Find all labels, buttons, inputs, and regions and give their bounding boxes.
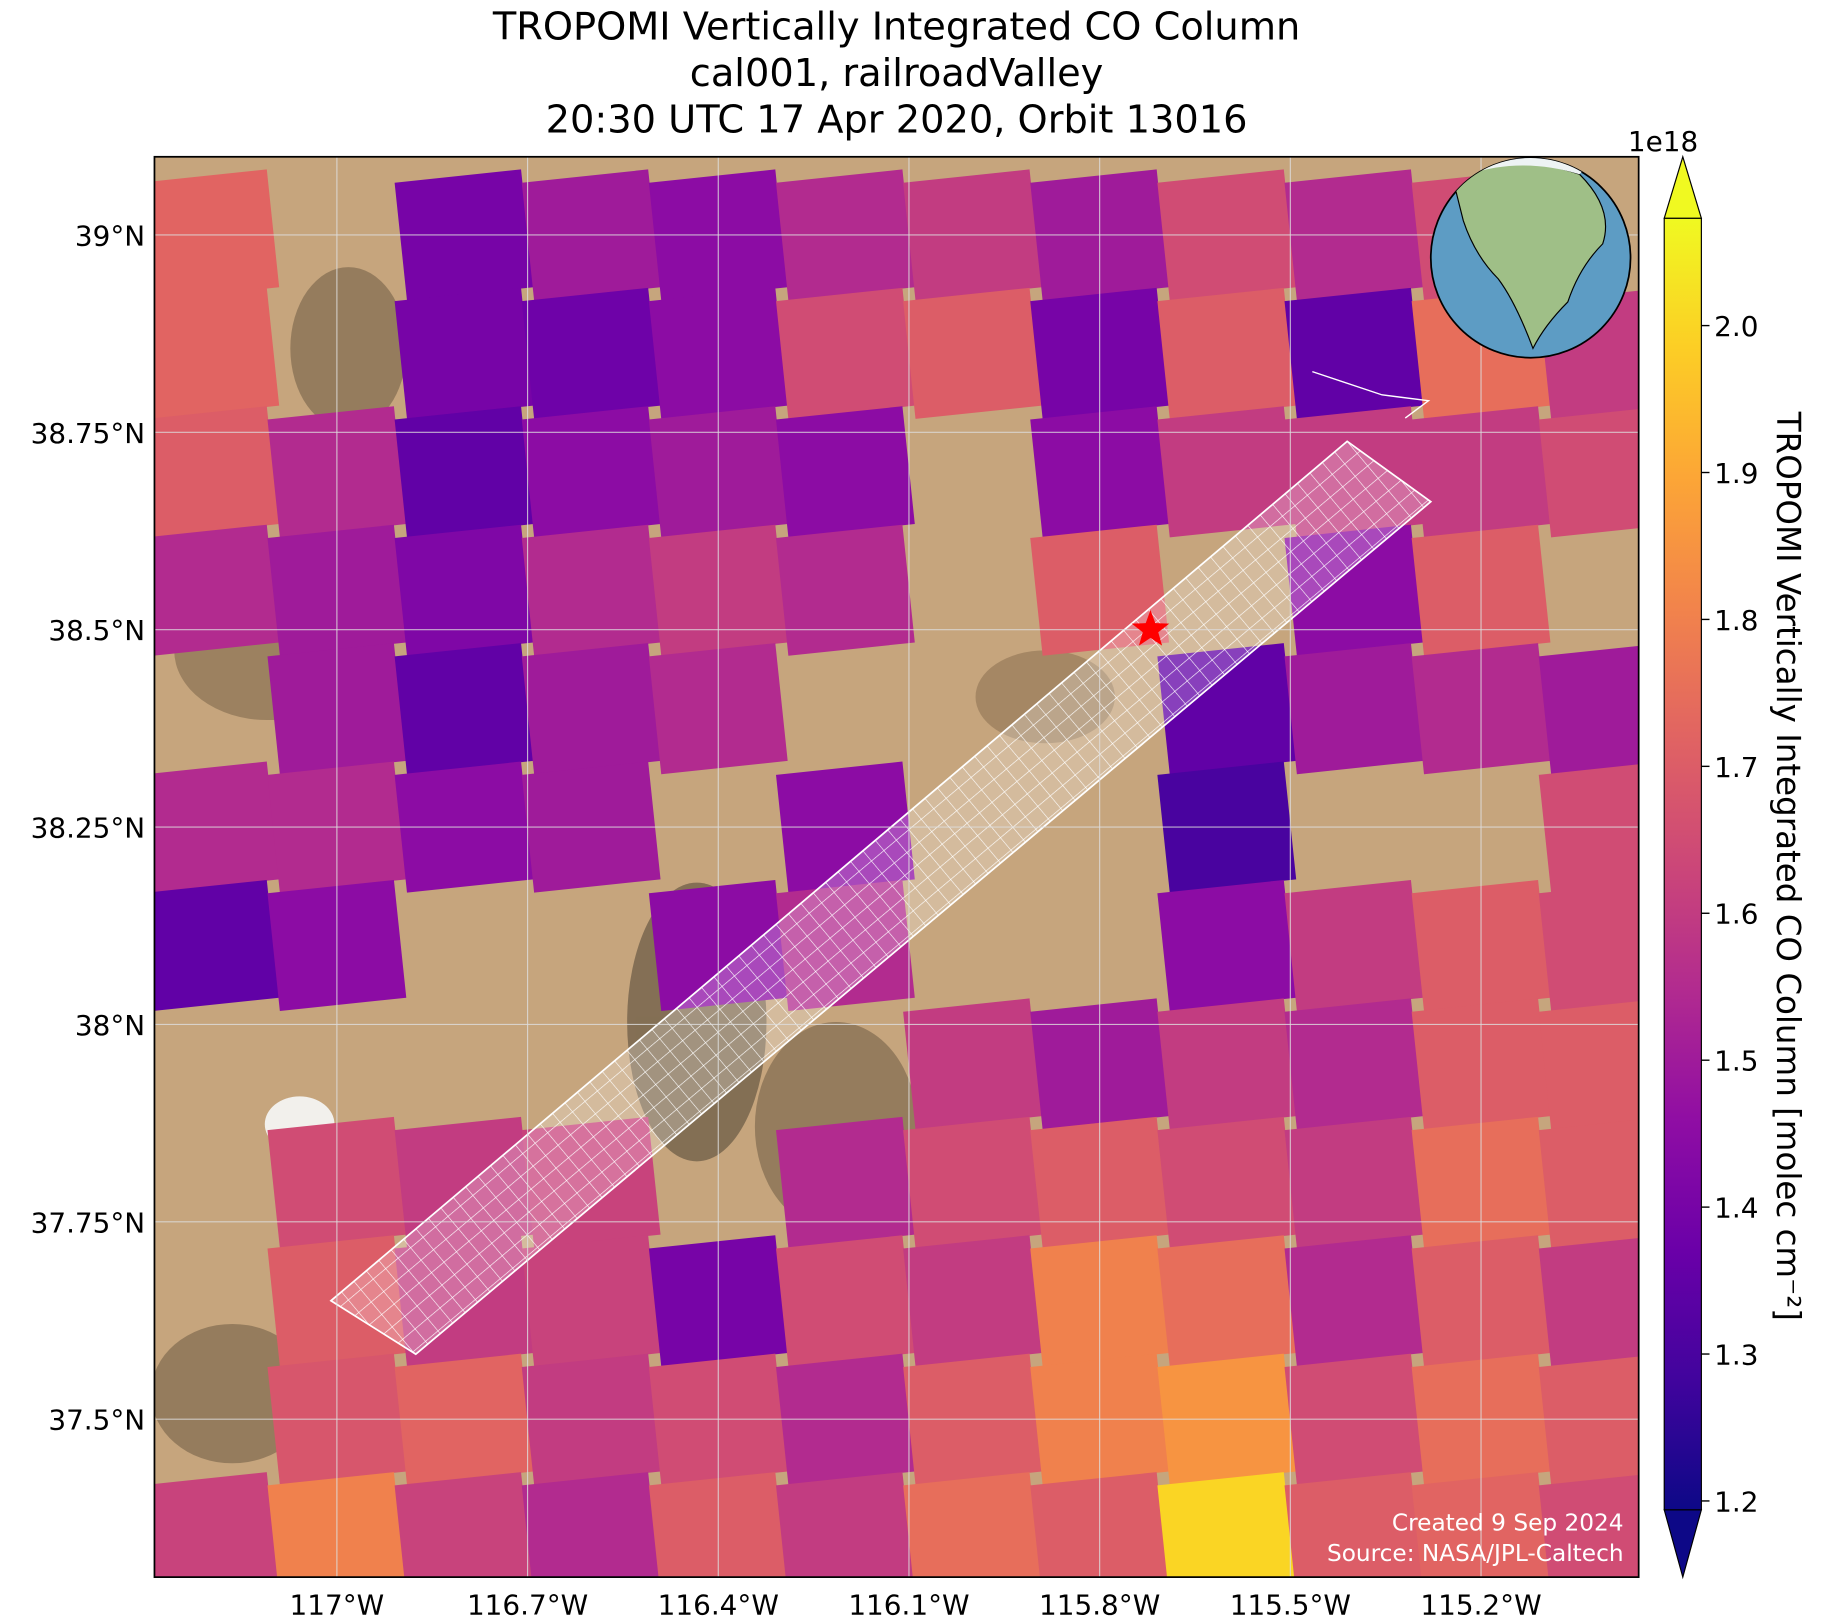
co-tile	[521, 1235, 661, 1367]
co-tile	[775, 1116, 915, 1248]
colorbar-tick-label: 1.8	[1714, 604, 1758, 637]
co-tile	[775, 287, 915, 419]
x-tick-label: 115.5°W	[1230, 1588, 1351, 1621]
co-tile	[1157, 1235, 1297, 1367]
footprint-outline	[1312, 370, 1431, 419]
y-tick-label: 38.5°N	[48, 614, 145, 647]
colorbar-tick-label: 1.3	[1714, 1338, 1758, 1371]
title-line: TROPOMI Vertically Integrated CO Column	[492, 4, 1301, 49]
co-tile	[775, 1235, 915, 1367]
colorbar-tick-label: 1.2	[1714, 1485, 1758, 1518]
colorbar-offset: 1e18	[1628, 125, 1698, 158]
co-tile	[154, 1472, 280, 1578]
title-line: cal001, railroadValley	[690, 51, 1104, 96]
y-tick-label: 39°N	[75, 219, 145, 252]
co-tile	[521, 406, 661, 538]
co-tile	[154, 406, 280, 538]
co-tile	[1538, 1235, 1639, 1367]
colorbar-label: TROPOMI Vertically Integrated CO Column …	[1769, 411, 1807, 1321]
co-tile	[1284, 643, 1424, 775]
co-tile	[903, 998, 1042, 1130]
globe-inset	[1429, 157, 1632, 359]
map-frame	[153, 155, 1640, 1578]
colorbar-tick-label: 1.6	[1714, 898, 1758, 931]
site-marker	[1131, 609, 1170, 646]
co-tile	[1538, 1472, 1639, 1578]
co-tile	[1157, 998, 1297, 1130]
co-tile	[521, 643, 661, 775]
co-tile	[394, 643, 534, 775]
co-tile	[521, 287, 661, 419]
co-tile	[1538, 1116, 1639, 1248]
co-tile	[394, 406, 534, 538]
co-tile	[1284, 1472, 1424, 1578]
credit: Created 9 Sep 2024	[1392, 1510, 1624, 1537]
colorbar-extend	[1663, 1509, 1703, 1580]
co-tile	[1157, 879, 1297, 1012]
co-tile	[1157, 1116, 1297, 1248]
co-tile	[521, 524, 661, 656]
colorbar-tick-label: 1.5	[1714, 1045, 1758, 1078]
co-tile	[903, 287, 1042, 419]
co-tile	[903, 1472, 1042, 1578]
co-tile	[1284, 879, 1424, 1012]
co-tile	[1284, 1235, 1424, 1367]
x-tick-label: 116.4°W	[658, 1588, 779, 1621]
colorbar-tick-label: 1.4	[1714, 1192, 1758, 1225]
x-tick-label: 115.8°W	[1039, 1588, 1160, 1621]
co-tile	[903, 1235, 1042, 1367]
co-tile	[394, 287, 534, 419]
co-tile	[775, 406, 915, 538]
colorbar: 1e18 TROPOMI Vertically Integrated CO Co…	[1628, 125, 1807, 1580]
colorbar-tick-label: 1.9	[1714, 457, 1758, 490]
x-tick-label: 115.2°W	[1420, 1588, 1541, 1621]
co-tile	[1538, 879, 1639, 1012]
co-tile	[1284, 287, 1424, 419]
credit: Source: NASA/JPL-Caltech	[1327, 1540, 1624, 1567]
co-tile	[1157, 1472, 1297, 1578]
x-tick-label: 116.1°W	[848, 1588, 969, 1621]
co-tile	[1157, 406, 1297, 538]
co-tile	[775, 524, 915, 656]
co-tile	[1538, 406, 1639, 538]
x-tick-label: 116.7°W	[467, 1588, 588, 1621]
y-tick-label: 37.5°N	[48, 1404, 145, 1437]
map-area: Created 9 Sep 2024 Source: NASA/JPL-Calt…	[154, 156, 1639, 1578]
co-tile	[154, 287, 280, 419]
co-tile	[154, 879, 280, 1012]
co-tile	[394, 1472, 534, 1578]
colorbar-tick-label: 2.0	[1714, 310, 1758, 343]
co-tile	[154, 524, 280, 656]
footprint-grid	[330, 441, 1431, 1355]
title-line: 20:30 UTC 17 Apr 2020, Orbit 13016	[546, 97, 1248, 142]
co-tile	[775, 1472, 915, 1578]
colorbar-body	[1663, 217, 1702, 1511]
gridlines	[154, 156, 1639, 1578]
y-tick-label: 38.75°N	[31, 417, 146, 450]
co-tile	[1538, 998, 1639, 1130]
colorbar-tick-label: 1.7	[1714, 751, 1758, 784]
co-tile	[1157, 287, 1297, 419]
x-tick-label: 117°W	[290, 1588, 385, 1621]
y-tick-label: 37.75°N	[31, 1206, 146, 1239]
co-tile	[394, 524, 534, 656]
co-tile	[1538, 643, 1639, 775]
co-tile	[1284, 998, 1424, 1130]
co-tile	[521, 1472, 661, 1578]
y-tick-label: 38°N	[75, 1009, 145, 1042]
colorbar-extend	[1663, 154, 1703, 219]
co-tile	[1284, 1116, 1424, 1248]
y-tick-label: 38.25°N	[31, 812, 146, 845]
co-tile	[903, 1116, 1042, 1248]
axes: 117°W 116.7°W 116.4°W 116.1°W 115.8°W 115.5°W…	[31, 219, 1542, 1621]
